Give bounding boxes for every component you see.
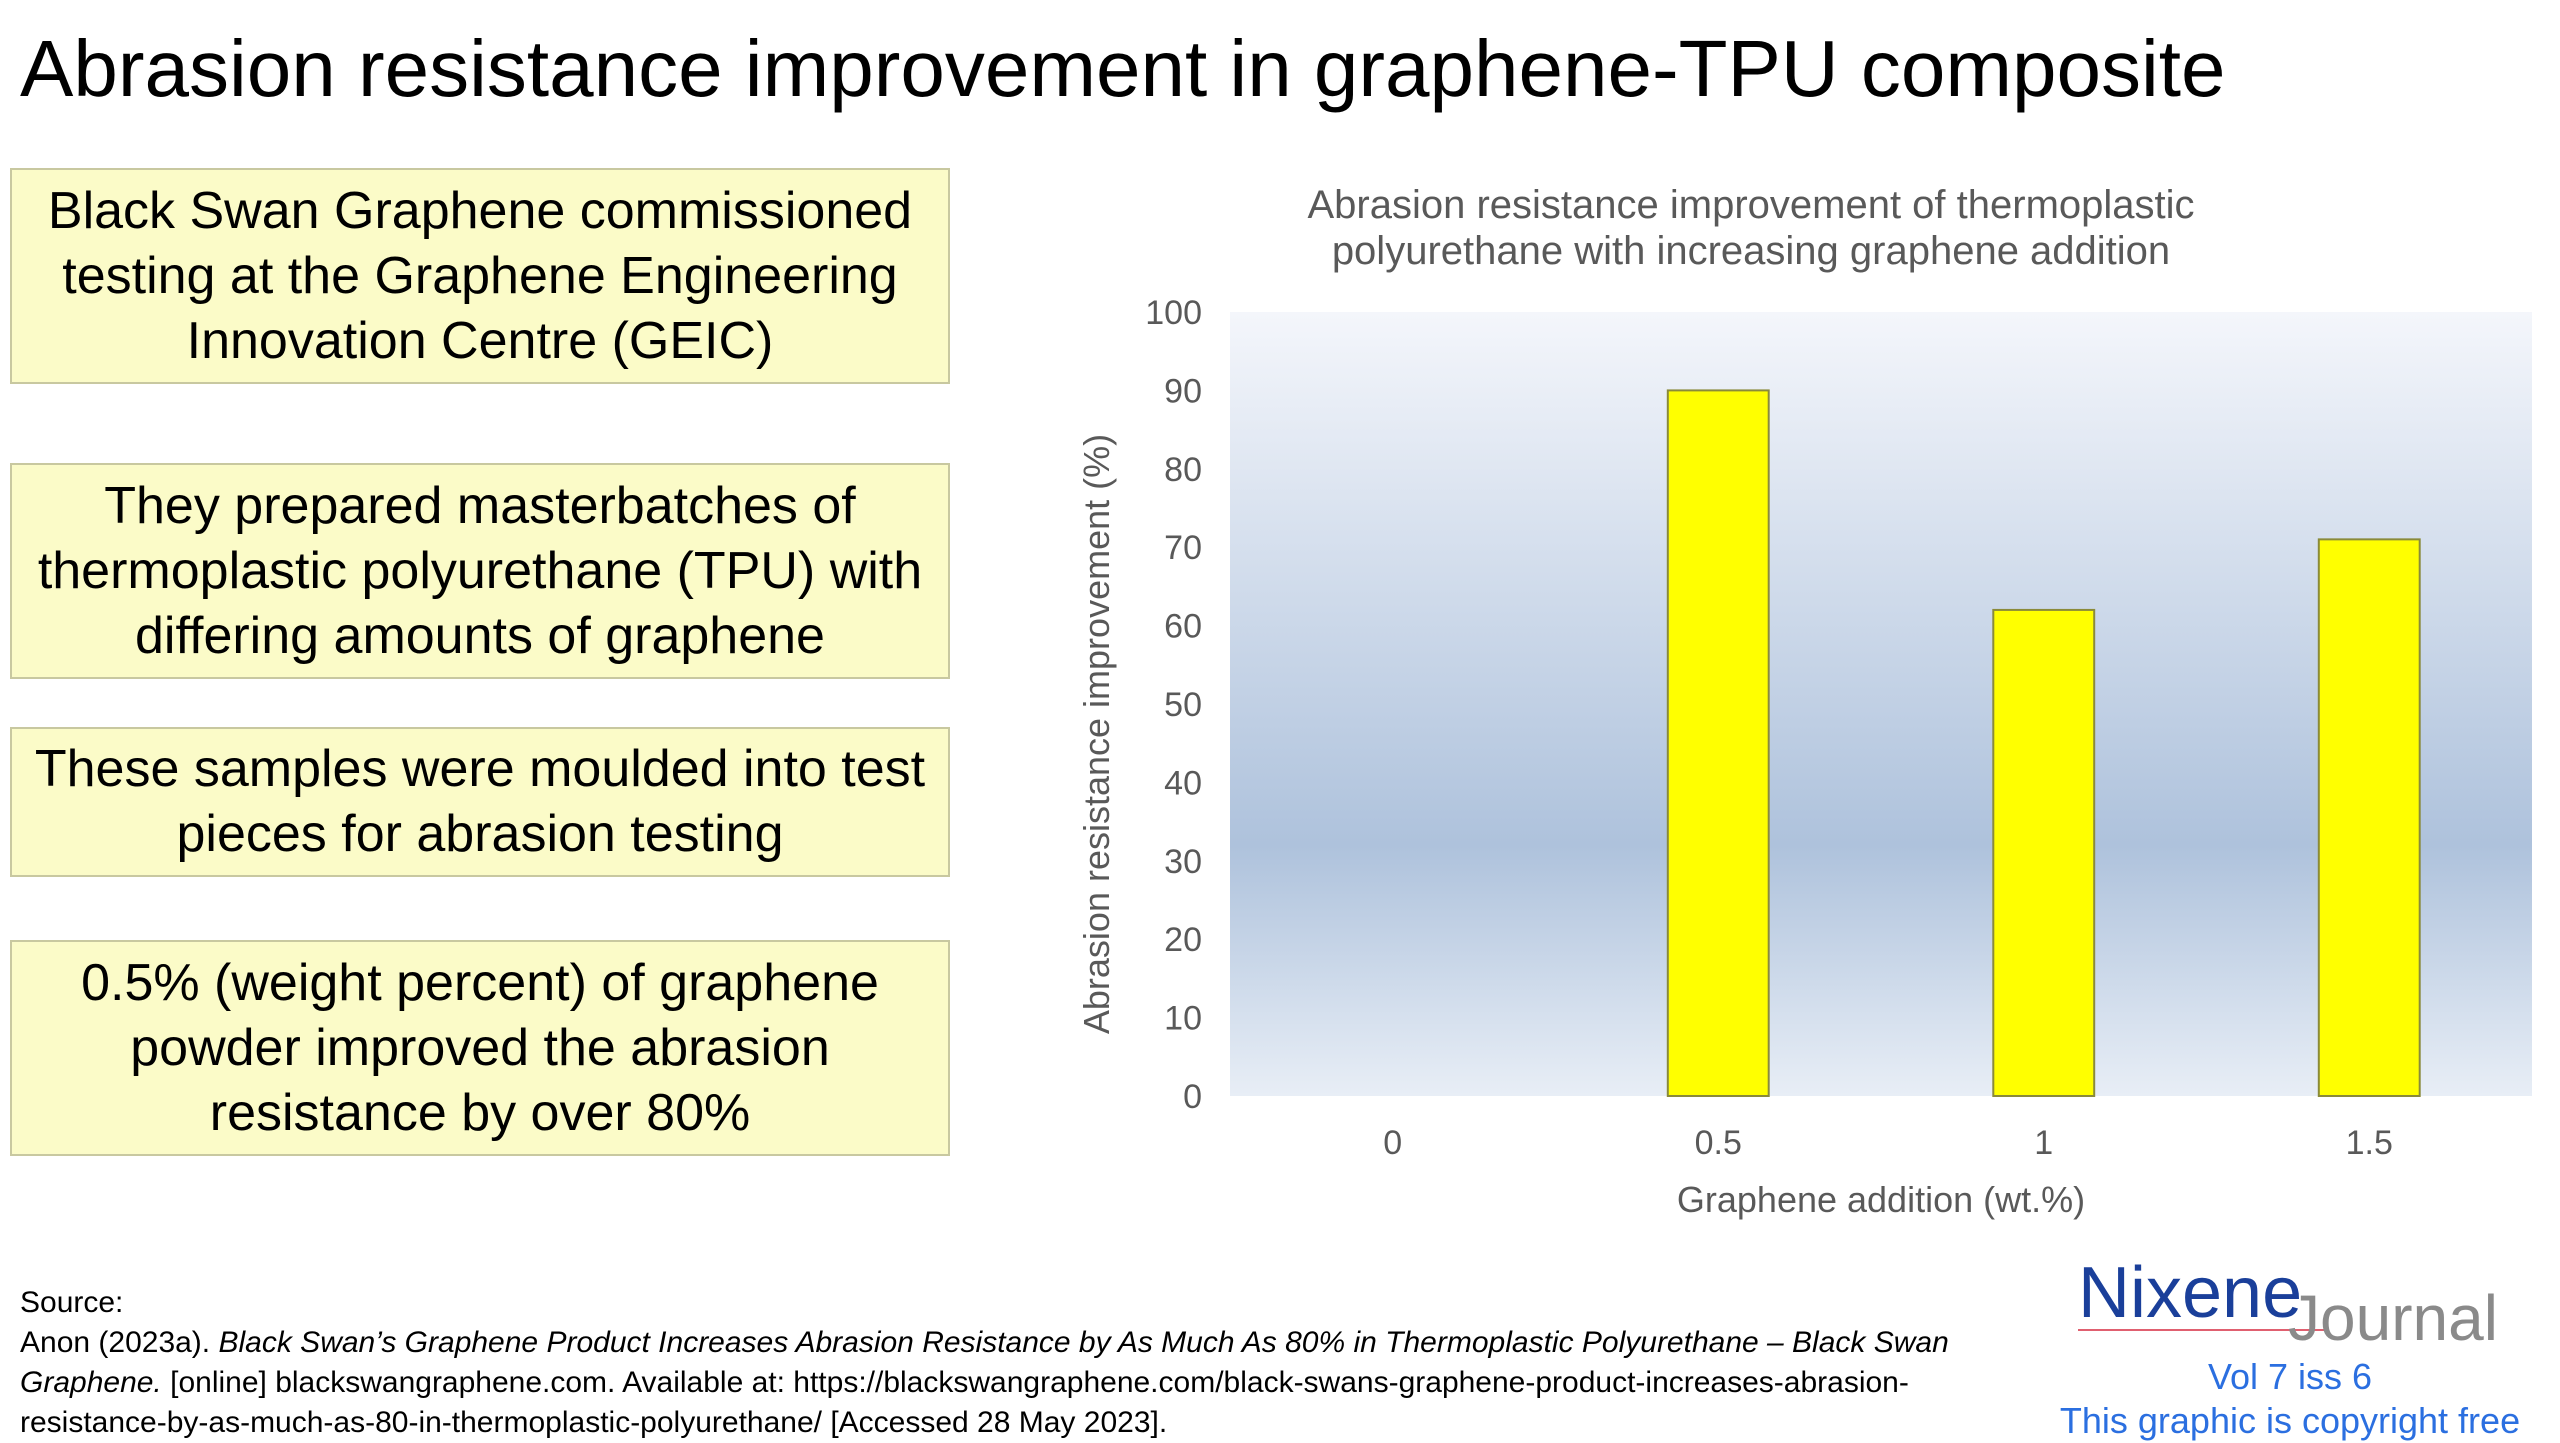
y-axis-label: Abrasion resistance improvement (%) <box>1076 434 1117 1034</box>
source-citation: Source: Anon (2023a). Black Swan’s Graph… <box>20 1283 2000 1443</box>
info-box-text: These samples were moulded into test pie… <box>34 740 926 863</box>
y-tick-label: 60 <box>1164 608 1202 646</box>
info-box-samples: These samples were moulded into test pie… <box>10 727 950 877</box>
source-prefix: Anon (2023a). <box>20 1326 219 1359</box>
chart-title-line: Abrasion resistance improvement of therm… <box>1307 183 2194 227</box>
y-tick-label: 40 <box>1164 764 1202 802</box>
source-details: [online] blackswangraphene.com. Availabl… <box>20 1366 1909 1439</box>
abrasion-bar-chart: Abrasion resistance improvement of therm… <box>1076 183 2532 1220</box>
x-axis-label: Graphene addition (wt.%) <box>1677 1179 2085 1220</box>
y-tick-label: 0 <box>1183 1078 1202 1116</box>
y-tick-label: 90 <box>1164 372 1202 410</box>
x-tick-label: 0 <box>1383 1124 1402 1162</box>
bar <box>1992 608 2096 1097</box>
brand-name: Nixene <box>2078 1253 2303 1333</box>
brand-journal: Journal <box>2288 1282 2498 1354</box>
y-tick-label: 20 <box>1164 921 1202 959</box>
y-tick-label: 30 <box>1164 843 1202 881</box>
source-heading: Source: <box>20 1286 124 1319</box>
y-tick-label: 10 <box>1164 1000 1202 1038</box>
chart-title-line: polyurethane with increasing graphene ad… <box>1332 229 2170 273</box>
y-tick-label: 80 <box>1164 451 1202 489</box>
info-box-masterbatches: They prepared masterbatches of thermopla… <box>10 463 950 679</box>
nixene-journal-branding: Nixene Journal Vol 7 iss 6 This graphic … <box>2040 1245 2540 1441</box>
info-box-text: Black Swan Graphene commissioned testing… <box>47 181 913 370</box>
info-box-result: 0.5% (weight percent) of graphene powder… <box>10 940 950 1156</box>
info-box-commissioned: Black Swan Graphene commissioned testing… <box>10 168 950 384</box>
bar <box>2317 538 2421 1097</box>
source-reference: Anon (2023a). Black Swan’s Graphene Prod… <box>20 1323 2000 1443</box>
x-tick-label: 0.5 <box>1695 1124 1742 1162</box>
x-tick-label: 1.5 <box>2346 1124 2393 1162</box>
bar <box>1666 389 1770 1097</box>
y-tick-label: 100 <box>1145 294 1202 332</box>
source-article-title: Black Swan’s Graphene Product Increases … <box>20 1326 1949 1399</box>
brand-underline <box>2078 1329 2328 1331</box>
copyright-note: This graphic is copyright free <box>2059 1400 2521 1441</box>
volume-label: Vol 7 iss 6 <box>2207 1356 2373 1397</box>
x-tick-label: 1 <box>2034 1124 2053 1162</box>
y-tick-label: 70 <box>1164 529 1202 567</box>
info-box-text: They prepared masterbatches of thermopla… <box>37 476 923 665</box>
info-box-text: 0.5% (weight percent) of graphene powder… <box>81 953 879 1142</box>
plot-area <box>1230 312 2532 1096</box>
y-tick-label: 50 <box>1164 686 1202 724</box>
page-title: Abrasion resistance improvement in graph… <box>20 24 2226 113</box>
